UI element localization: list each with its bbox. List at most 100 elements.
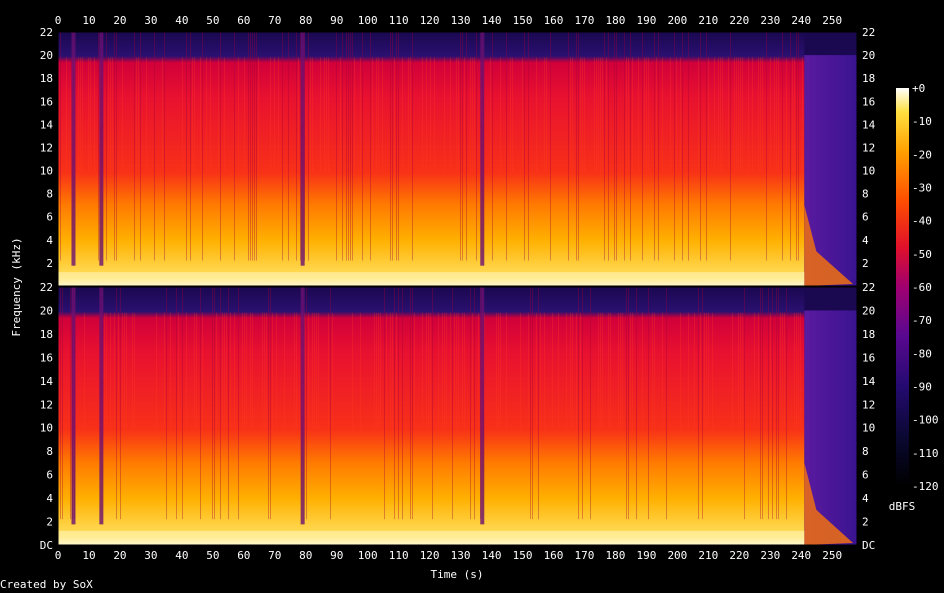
spectral-streak — [270, 57, 271, 172]
spectral-streak — [442, 312, 443, 429]
spectral-streak — [630, 312, 631, 429]
fade-out-region — [804, 55, 857, 286]
spectral-streak — [224, 57, 225, 172]
spectral-streak — [460, 32, 461, 261]
y-tick-label: 16 — [40, 95, 53, 108]
sox-credit: Created by SoX — [0, 578, 93, 591]
y-tick-label: 6 — [46, 469, 53, 482]
spectral-streak — [632, 57, 633, 172]
spectral-streak — [654, 32, 655, 261]
spectral-streak — [402, 57, 403, 172]
spectral-streak — [718, 57, 719, 172]
spectral-streak — [578, 287, 579, 520]
spectral-streak — [708, 312, 709, 429]
spectral-streak — [278, 57, 279, 172]
spectral-streak — [282, 32, 283, 261]
spectral-streak — [580, 57, 581, 172]
spectral-streak — [380, 312, 381, 429]
spectral-streak — [214, 287, 215, 520]
y-tick-label: 22 — [40, 281, 53, 294]
spectral-streak — [410, 287, 411, 520]
spectral-streak — [164, 32, 165, 261]
spectral-streak — [572, 57, 573, 172]
spectral-streak — [792, 57, 793, 172]
x-tick-label: 10 — [82, 549, 95, 562]
y-tick-label: DC — [40, 539, 53, 552]
y-tick-label: 6 — [862, 211, 869, 224]
spectral-streak — [410, 57, 411, 172]
spectral-streak — [330, 287, 331, 520]
spectral-streak — [638, 57, 639, 172]
spectral-streak — [138, 57, 139, 172]
x-tick-label: 150 — [513, 14, 533, 27]
spectral-streak — [474, 287, 475, 520]
spectral-streak — [776, 287, 777, 520]
spectral-streak — [704, 312, 705, 429]
spectral-streak — [714, 57, 715, 172]
spectral-streak — [688, 32, 689, 261]
spectral-streak — [736, 57, 737, 172]
spectral-streak — [320, 57, 321, 172]
x-tick-label: 200 — [667, 549, 687, 562]
colorbar-tick-label: -90 — [912, 381, 932, 394]
spectral-streak — [134, 32, 135, 261]
spectral-streak — [378, 312, 379, 429]
spectral-streak — [658, 32, 659, 261]
spectral-streak — [730, 32, 731, 261]
spectral-streak — [276, 312, 277, 429]
spectral-streak — [478, 312, 479, 429]
spectral-streak — [462, 32, 463, 261]
spectral-streak — [266, 312, 267, 429]
spectral-streak — [520, 312, 521, 429]
x-tick-label: 50 — [206, 14, 219, 27]
spectral-streak — [628, 57, 629, 172]
spectral-streak — [794, 57, 795, 172]
spectral-streak — [602, 312, 603, 429]
spectral-streak — [624, 32, 625, 261]
spectral-streak — [216, 312, 217, 429]
spectral-streak — [492, 32, 493, 261]
y-tick-label: DC — [862, 539, 875, 552]
spectral-streak — [252, 32, 253, 261]
spectral-streak — [110, 57, 111, 172]
colorbar-tick-label: +0 — [912, 82, 925, 95]
spectral-streak — [616, 32, 617, 261]
spectral-streak — [748, 57, 749, 172]
dropout — [480, 32, 485, 266]
spectral-streak — [360, 57, 361, 172]
spectral-streak — [544, 312, 545, 429]
spectral-streak — [296, 32, 297, 261]
spectral-streak — [622, 312, 623, 429]
spectral-streak — [156, 312, 157, 429]
spectral-streak — [346, 32, 347, 261]
y-tick-label: 22 — [40, 26, 53, 39]
spectral-streak — [382, 57, 383, 172]
spectral-streak — [328, 312, 329, 429]
x-tick-label: 40 — [175, 549, 188, 562]
spectral-streak — [512, 57, 513, 172]
spectral-streak — [728, 57, 729, 172]
y-tick-label: 12 — [40, 141, 53, 154]
y-tick-label: 10 — [40, 165, 53, 178]
spectral-streak — [536, 312, 537, 429]
y-tick-label: 22 — [862, 26, 875, 39]
spectral-streak — [544, 57, 545, 172]
x-tick-label: 80 — [299, 14, 312, 27]
spectral-streak — [354, 57, 355, 172]
spectral-streak — [258, 57, 259, 172]
spectral-streak — [758, 57, 759, 172]
spectral-streak — [300, 32, 301, 261]
x-tick-label: 20 — [113, 549, 126, 562]
spectral-streak — [376, 57, 377, 172]
x-tick-label: 100 — [358, 14, 378, 27]
dropout — [300, 287, 305, 525]
spectral-streak — [108, 57, 109, 172]
y-tick-label: 2 — [862, 516, 869, 529]
spectrogram-channel-1 — [57, 31, 858, 287]
spectral-streak — [602, 57, 603, 172]
spectral-streak — [688, 312, 689, 429]
spectral-streak — [202, 312, 203, 429]
spectral-streak — [568, 32, 569, 261]
y-tick-label: 22 — [862, 281, 875, 294]
spectral-streak — [426, 312, 427, 429]
